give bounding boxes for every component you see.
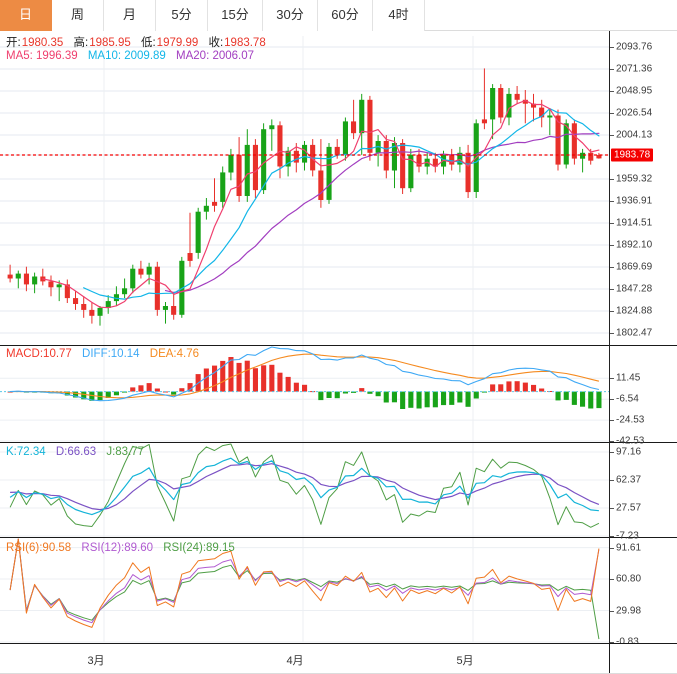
- macd-tick-0-mark: [610, 378, 614, 380]
- separator-macd-kdj: [0, 442, 677, 443]
- price-tick-1-mark: [610, 69, 614, 70]
- tab-60min[interactable]: 60分: [318, 0, 373, 31]
- price-tick-11: 1824.88: [616, 305, 653, 317]
- price-tick-4: 2004.13: [616, 129, 653, 141]
- price-tick-3-mark: [610, 113, 614, 114]
- tab-5min[interactable]: 5分: [156, 0, 208, 31]
- chart-canvas: [0, 36, 609, 643]
- chart-drawing-area: [0, 31, 609, 643]
- separator-kdj-rsi: [0, 537, 677, 538]
- price-tick-0-mark: [610, 47, 614, 48]
- price-tick-2-mark: [610, 91, 614, 92]
- chart-plot-frame: 开:1980.35 高:1985.95 低:1979.99 收:1983.78 …: [0, 31, 677, 674]
- price-tick-12: 1802.47: [616, 327, 653, 339]
- rsi-tick-1-mark: [610, 579, 614, 580]
- tab-30min[interactable]: 30分: [263, 0, 318, 31]
- price-tick-10: 1847.28: [616, 283, 653, 295]
- price-tick-8-mark: [610, 245, 614, 246]
- price-tick-11-mark: [610, 311, 614, 312]
- x-axis: 3月 4月 5月: [0, 643, 677, 674]
- macd-tick-3: -42.53: [616, 435, 645, 447]
- tab-15min[interactable]: 15分: [208, 0, 263, 31]
- x-tick-march: 3月: [87, 655, 105, 667]
- price-tick-3: 2026.54: [616, 107, 653, 119]
- macd-tick-0: 11.45: [616, 372, 641, 384]
- price-tick-1: 2071.36: [616, 63, 653, 75]
- tab-4hour[interactable]: 4时: [373, 0, 425, 31]
- tab-month-label: 月: [122, 7, 136, 22]
- macd-tick-1: -6.54: [616, 393, 639, 405]
- price-tick-12-mark: [610, 333, 614, 334]
- timeframe-tab-bar: 日 周 月 5分 15分 30分 60分 4时: [0, 0, 677, 31]
- price-tick-9: 1869.69: [616, 261, 653, 273]
- kdj-tick-2-mark: [610, 508, 614, 509]
- tab-day-label: 日: [18, 7, 32, 22]
- price-tick-8: 1892.10: [616, 239, 653, 251]
- tab-month[interactable]: 月: [104, 0, 156, 31]
- tab-bar-filler: [425, 0, 677, 30]
- tab-30min-label: 30分: [276, 7, 304, 22]
- tab-15min-label: 15分: [221, 7, 249, 22]
- price-tick-4-mark: [610, 135, 614, 136]
- macd-tick-2: -24.53: [616, 414, 645, 426]
- tab-day[interactable]: 日: [0, 0, 52, 31]
- rsi-tick-3-mark: [610, 642, 614, 643]
- macd-tick-2-mark: [610, 420, 614, 422]
- rsi-tick-0: 91.61: [616, 542, 642, 554]
- rsi-tick-2-mark: [610, 610, 614, 612]
- price-tick-7-mark: [610, 223, 614, 224]
- tab-week-label: 周: [70, 7, 84, 22]
- x-tick-may: 5月: [456, 655, 474, 667]
- x-tick-april: 4月: [286, 655, 304, 667]
- tab-60min-label: 60分: [331, 7, 359, 22]
- rsi-tick-3: -0.83: [616, 636, 639, 648]
- price-tick-7: 1914.51: [616, 217, 653, 229]
- kdj-tick-1-mark: [610, 480, 614, 481]
- kdj-tick-1: 62.37: [616, 474, 642, 486]
- rsi-tick-0-mark: [610, 547, 614, 549]
- price-tick-5-mark: [610, 179, 614, 180]
- rsi-tick-2: 29.98: [616, 605, 642, 616]
- price-tick-2: 2048.95: [616, 85, 653, 97]
- last-price-tag: 1983.78: [611, 148, 654, 162]
- kdj-tick-3: -7.23: [616, 530, 639, 542]
- tab-5min-label: 5分: [171, 7, 192, 22]
- kdj-tick-0-mark: [610, 452, 614, 453]
- price-tick-9-mark: [610, 267, 614, 268]
- kdj-tick-0: 97.16: [616, 446, 642, 458]
- kdj-tick-2: 27.57: [616, 502, 642, 514]
- tab-4hour-label: 4时: [388, 7, 409, 22]
- separator-price-macd: [0, 345, 677, 346]
- x-axis-right-corner: [609, 644, 677, 674]
- right-price-axis: 2093.76 2071.36 2048.95 2026.54 2004.13 1959.…: [609, 31, 677, 648]
- kdj-tick-3-mark: [610, 536, 614, 537]
- macd-tick-3-mark: [610, 441, 614, 442]
- tab-week[interactable]: 周: [52, 0, 104, 31]
- rsi-tick-1: 60.80: [616, 573, 642, 585]
- price-tick-6-mark: [610, 201, 614, 202]
- price-tick-10-mark: [610, 289, 614, 290]
- price-tick-6: 1936.91: [616, 195, 653, 207]
- price-tick-5: 1959.32: [616, 173, 653, 185]
- price-tick-0: 2093.76: [616, 41, 653, 53]
- macd-tick-1-mark: [610, 399, 614, 401]
